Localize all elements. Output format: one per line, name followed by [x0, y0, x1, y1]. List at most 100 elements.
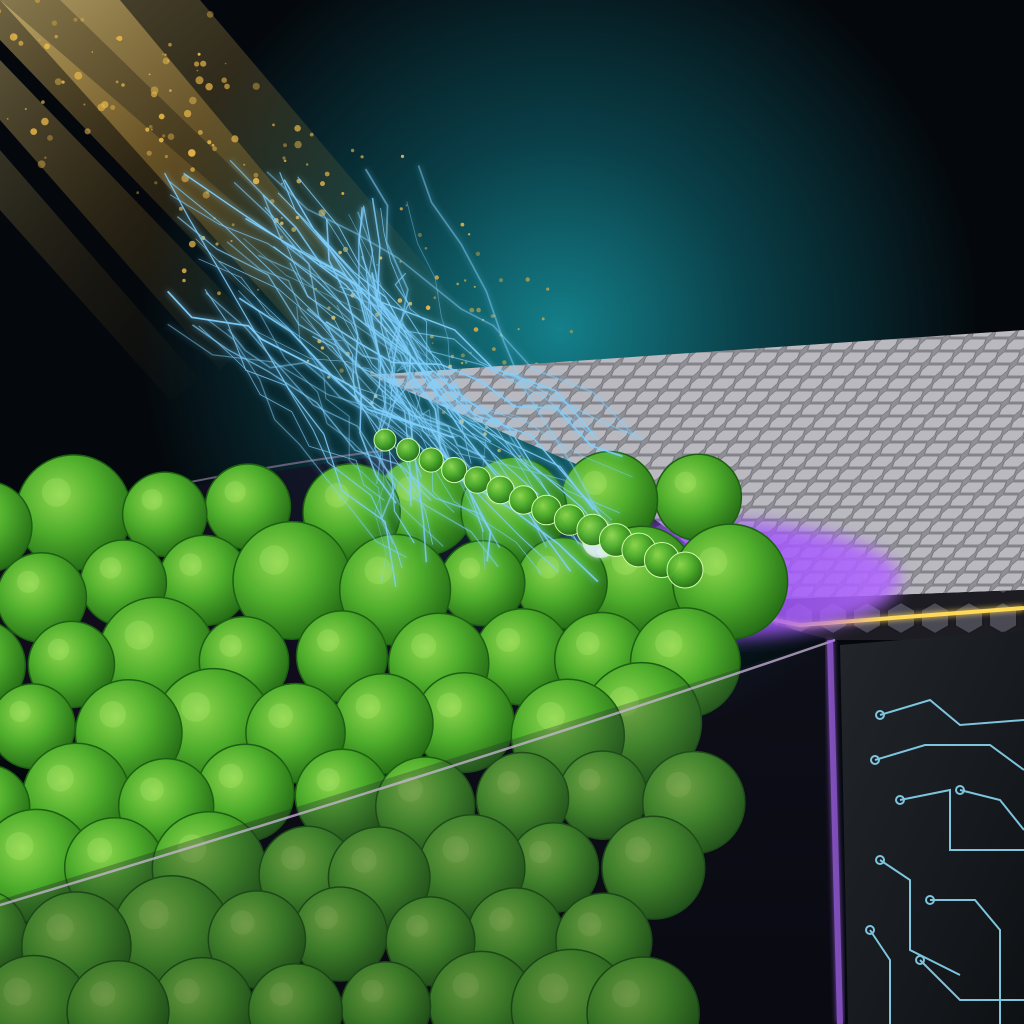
filament: [164, 172, 397, 588]
gold-particle: [44, 43, 50, 50]
gold-particle: [205, 83, 213, 91]
gold-particle: [162, 134, 166, 138]
circuit-node: [915, 955, 925, 965]
gold-particle: [41, 100, 45, 104]
filament: [297, 176, 580, 545]
circuit-node: [955, 785, 965, 795]
gold-particle: [306, 359, 310, 363]
circuit-trace: [930, 899, 1001, 1024]
gold-particle: [339, 368, 344, 373]
gold-particle: [183, 109, 192, 118]
gold-particle: [162, 57, 170, 65]
filament: [417, 165, 599, 513]
gold-particle: [460, 353, 465, 358]
cell-highlight: [674, 471, 697, 494]
gold-particle: [61, 80, 65, 84]
cell-highlight: [364, 556, 393, 585]
gold-particle: [54, 78, 62, 86]
gold-particle: [460, 361, 464, 365]
gold-particle: [350, 148, 355, 153]
gold-particle: [231, 135, 239, 143]
gold-particle: [44, 156, 47, 159]
cell-highlight: [41, 477, 71, 507]
filament: [380, 272, 411, 430]
filament: [325, 219, 397, 504]
filament: [264, 206, 540, 496]
gold-particle: [456, 282, 460, 286]
gold-particle: [167, 133, 175, 140]
cell-highlight: [9, 700, 31, 723]
cell-highlight: [219, 634, 242, 657]
gold-particle: [252, 177, 260, 185]
gold-particle: [499, 278, 503, 283]
gold-particle: [217, 291, 221, 296]
cell-highlight: [224, 481, 246, 503]
filament: [339, 286, 644, 440]
filament: [348, 213, 486, 570]
filament: [206, 318, 408, 558]
gold-particle: [178, 206, 183, 211]
gold-particle: [324, 171, 330, 177]
gold-particle: [467, 233, 471, 236]
cell-highlight: [47, 638, 70, 661]
filament: [380, 207, 472, 464]
gold-particle: [400, 154, 405, 158]
gold-particle: [517, 328, 520, 331]
gold-particle: [9, 33, 18, 41]
gold-particle: [215, 242, 219, 246]
gold-particle: [417, 232, 422, 238]
filament: [229, 159, 429, 455]
circuit-trace: [899, 788, 1024, 851]
gold-particle: [198, 130, 203, 135]
green-cell: [0, 482, 33, 571]
gold-particle: [121, 83, 125, 87]
filament: [233, 181, 548, 548]
cell-highlight: [140, 777, 164, 802]
gold-particle: [424, 247, 428, 250]
gold-particle: [464, 361, 468, 364]
gold-particle: [306, 163, 309, 166]
filament: [300, 315, 459, 437]
gold-particle: [196, 69, 199, 72]
gold-particle: [224, 62, 227, 65]
gold-particle: [294, 125, 301, 132]
filament: [237, 289, 444, 547]
cell-highlight: [459, 557, 481, 579]
gold-particle: [188, 240, 196, 248]
filament: [266, 171, 635, 437]
chain-cell: [666, 551, 704, 589]
cell-highlight: [99, 557, 122, 579]
gold-particle: [221, 77, 227, 83]
gold-particle: [206, 11, 214, 18]
gold-particle: [434, 275, 439, 280]
gold-particle: [148, 73, 151, 76]
gold-particle: [182, 278, 186, 283]
circuit-trace: [879, 698, 1024, 727]
gold-particle: [154, 181, 158, 185]
circuit-trace: [959, 789, 1024, 831]
circuit-trace: [919, 959, 1024, 1001]
cell-highlight: [655, 629, 683, 658]
gold-particle: [405, 204, 408, 207]
filament: [218, 260, 620, 514]
gold-particle: [525, 277, 530, 282]
gold-particle: [18, 40, 24, 46]
gold-particle: [41, 117, 49, 126]
circuit-node: [865, 925, 875, 935]
gold-particle: [181, 268, 187, 274]
gold-particle: [101, 101, 109, 109]
gold-particle: [148, 125, 153, 129]
gold-particle: [473, 327, 479, 332]
gold-particle: [309, 132, 314, 137]
gold-particle: [146, 150, 152, 156]
gold-particle: [91, 51, 94, 53]
filament: [314, 229, 614, 547]
gold-particle: [194, 61, 200, 67]
gold-particle: [162, 53, 164, 56]
cell-highlight: [218, 763, 243, 789]
gold-particle: [190, 167, 195, 172]
cell-highlight: [46, 764, 74, 792]
gold-particle: [189, 96, 197, 105]
gold-particle: [460, 222, 465, 227]
